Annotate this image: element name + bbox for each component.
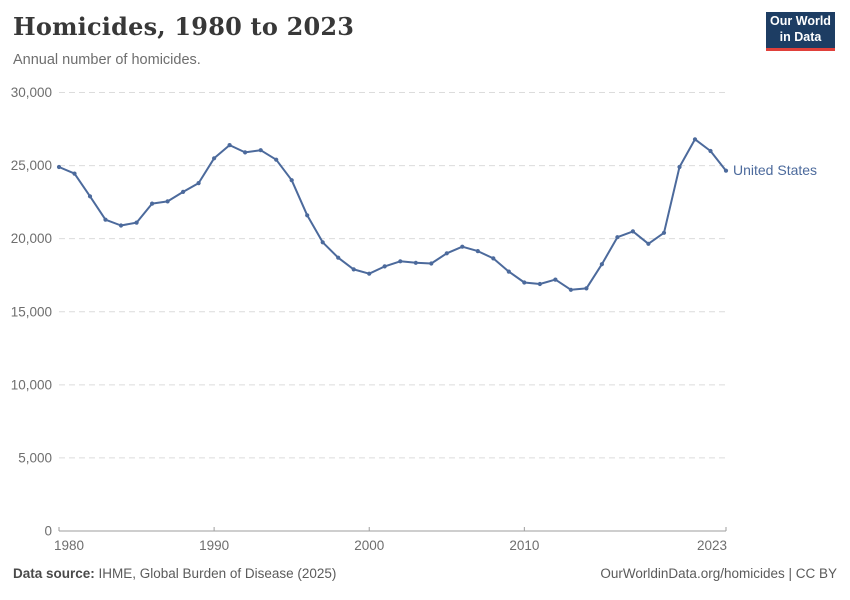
- data-point-1985[interactable]: [134, 220, 139, 225]
- data-point-1980[interactable]: [56, 164, 62, 170]
- data-point-1982[interactable]: [87, 194, 93, 199]
- data-point-1981[interactable]: [72, 171, 77, 176]
- data-point-1984[interactable]: [118, 223, 124, 228]
- data-point-2009[interactable]: [506, 269, 511, 274]
- data-point-2002[interactable]: [398, 259, 403, 264]
- data-source-note: Data source: IHME, Global Burden of Dise…: [13, 566, 336, 581]
- data-point-2003[interactable]: [413, 260, 418, 265]
- data-point-1994[interactable]: [274, 157, 279, 162]
- owid-logo[interactable]: Our World in Data: [766, 12, 835, 51]
- data-point-1992[interactable]: [243, 150, 248, 155]
- data-point-1990[interactable]: [212, 156, 217, 161]
- data-line-united-states[interactable]: [58, 138, 727, 291]
- data-point-1993[interactable]: [258, 148, 263, 153]
- x-tick-label: 1980: [54, 538, 84, 553]
- data-point-2012[interactable]: [553, 277, 558, 282]
- page-title: Homicides, 1980 to 2023: [13, 12, 355, 41]
- data-point-2017[interactable]: [630, 229, 636, 234]
- y-tick-label: 20,000: [11, 231, 52, 246]
- data-point-1988[interactable]: [181, 189, 186, 194]
- y-tick-label: 15,000: [11, 304, 52, 319]
- data-point-1991[interactable]: [227, 143, 232, 148]
- data-point-1983[interactable]: [103, 217, 108, 222]
- data-point-2016[interactable]: [615, 235, 620, 240]
- data-source-label: Data source:: [13, 566, 95, 581]
- data-point-2019[interactable]: [661, 230, 667, 235]
- data-point-2007[interactable]: [475, 249, 480, 254]
- data-point-2008[interactable]: [491, 256, 496, 261]
- data-point-2001[interactable]: [382, 264, 387, 269]
- x-tick-label: 1990: [199, 538, 229, 553]
- y-tick-label: 10,000: [11, 377, 52, 392]
- x-tick-label: 2010: [509, 538, 539, 553]
- data-point-2022[interactable]: [708, 148, 713, 154]
- data-point-1997[interactable]: [320, 240, 325, 245]
- data-source-text: IHME, Global Burden of Disease (2025): [94, 566, 337, 581]
- data-point-2010[interactable]: [522, 280, 527, 285]
- data-point-1987[interactable]: [165, 199, 170, 204]
- data-point-2004[interactable]: [429, 261, 434, 266]
- data-point-1986[interactable]: [150, 201, 155, 206]
- entity-label-united-states[interactable]: United States: [733, 162, 817, 178]
- data-point-2023[interactable]: [723, 168, 729, 173]
- x-tick-label: 2023: [697, 538, 727, 553]
- chart-footer: Data source: IHME, Global Burden of Dise…: [13, 566, 837, 581]
- data-point-2021[interactable]: [692, 137, 698, 142]
- data-point-1999[interactable]: [351, 267, 356, 272]
- y-tick-label: 30,000: [11, 85, 52, 100]
- data-point-1996[interactable]: [305, 213, 310, 218]
- y-tick-label: 5,000: [18, 450, 52, 465]
- data-point-2006[interactable]: [460, 244, 465, 249]
- data-point-2014[interactable]: [584, 286, 589, 291]
- owid-logo-line1: Our World: [770, 14, 831, 29]
- data-point-2018[interactable]: [646, 241, 651, 246]
- chart-subtitle: Annual number of homicides.: [13, 52, 201, 68]
- y-tick-label: 0: [44, 524, 52, 539]
- data-point-1995[interactable]: [289, 178, 294, 183]
- data-point-2000[interactable]: [367, 271, 372, 276]
- data-point-1989[interactable]: [196, 181, 201, 186]
- x-tick-label: 2000: [354, 538, 384, 553]
- data-point-2015[interactable]: [599, 262, 605, 267]
- data-point-1998[interactable]: [336, 255, 341, 260]
- data-point-2011[interactable]: [537, 281, 543, 287]
- data-point-2005[interactable]: [444, 251, 449, 256]
- attribution-note: OurWorldinData.org/homicides | CC BY: [600, 566, 837, 581]
- owid-logo-line2: in Data: [779, 30, 822, 44]
- data-point-2013[interactable]: [568, 287, 574, 292]
- y-tick-label: 25,000: [11, 158, 52, 173]
- data-point-2020[interactable]: [677, 164, 682, 170]
